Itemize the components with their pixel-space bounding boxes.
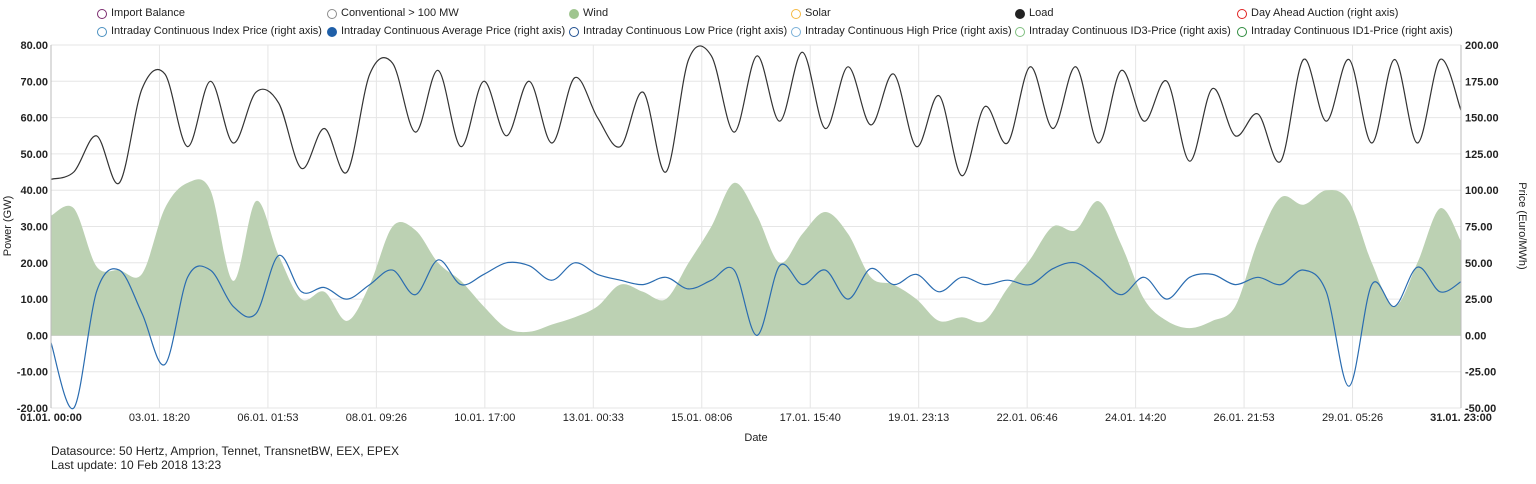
- legend-marker-icon: [327, 8, 337, 19]
- legend-marker-icon: [97, 8, 107, 19]
- legend-marker-icon: [1237, 8, 1247, 19]
- legend-label: Load: [1029, 7, 1054, 19]
- legend-item[interactable]: Intraday Continuous ID3-Price (right axi…: [1015, 25, 1231, 38]
- legend-item[interactable]: Intraday Continuous Index Price (right a…: [97, 25, 322, 38]
- legend-marker-icon: [97, 26, 107, 37]
- legend-marker-icon: [569, 26, 579, 37]
- legend-label: Wind: [583, 7, 609, 19]
- x-tick-label: 10.01. 17:00: [454, 412, 515, 424]
- legend-item[interactable]: Intraday Continuous Average Price (right…: [327, 25, 565, 38]
- legend-marker-icon: [1015, 8, 1025, 19]
- x-tick-label: 17.01. 15:40: [780, 412, 841, 424]
- legend-marker-icon: [327, 26, 337, 37]
- footer: Datasource: 50 Hertz, Amprion, Tennet, T…: [51, 444, 399, 472]
- y-tick-label: 40.00: [20, 185, 48, 197]
- series-intraday-average-price-line: [50, 254, 1462, 410]
- x-tick-label: 03.01. 18:20: [129, 412, 190, 424]
- legend-marker-icon: [569, 8, 579, 19]
- y2-tick-label: 200.00: [1465, 40, 1499, 52]
- x-axis-title: Date: [744, 432, 767, 444]
- y2-axis-title: Price (Euro/MWh): [1516, 182, 1528, 269]
- legend-label: Intraday Continuous High Price (right ax…: [805, 25, 1012, 37]
- axes: 80.00 70.00 60.00 50.00 40.00 30.00 20.00 10.00…: [17, 40, 1499, 424]
- x-tick-label: 24.01. 14:20: [1105, 412, 1166, 424]
- y2-tick-label: 125.00: [1465, 149, 1499, 161]
- y-tick-label: 70.00: [20, 76, 48, 88]
- x-tick-label: 26.01. 21:53: [1213, 412, 1274, 424]
- legend-item[interactable]: Intraday Continuous ID1-Price (right axi…: [1237, 25, 1453, 38]
- legend-item[interactable]: Import Balance: [97, 7, 185, 20]
- y-tick-label: 0.00: [27, 330, 48, 342]
- y-tick-label: 60.00: [20, 113, 48, 125]
- legend-marker-icon: [1015, 26, 1025, 37]
- legend-item[interactable]: Solar: [791, 7, 831, 20]
- x-tick-label: 06.01. 01:53: [237, 412, 298, 424]
- y-tick-label: -10.00: [17, 367, 48, 379]
- legend-item[interactable]: Intraday Continuous Low Price (right axi…: [569, 25, 787, 38]
- y2-tick-label: -25.00: [1465, 367, 1496, 379]
- x-tick-label: 13.01. 00:33: [563, 412, 624, 424]
- y-tick-label: 20.00: [20, 258, 48, 270]
- y2-tick-label: 100.00: [1465, 185, 1499, 197]
- legend-label: Conventional > 100 MW: [341, 7, 459, 19]
- y-tick-label: 10.00: [20, 294, 48, 306]
- y2-tick-label: 175.00: [1465, 76, 1499, 88]
- legend-marker-icon: [791, 26, 801, 37]
- legend-label: Intraday Continuous ID1-Price (right axi…: [1251, 25, 1453, 37]
- y2-tick-label: 0.00: [1465, 330, 1486, 342]
- y-tick-label: 30.00: [20, 222, 48, 234]
- legend-marker-icon: [1237, 26, 1247, 37]
- x-tick-label: 31.01. 23:00: [1430, 412, 1492, 424]
- legend-label: Intraday Continuous Index Price (right a…: [111, 25, 322, 37]
- y2-tick-label: 75.00: [1465, 222, 1493, 234]
- x-tick-label: 08.01. 09:26: [346, 412, 407, 424]
- y2-tick-label: 50.00: [1465, 258, 1493, 270]
- y-tick-label: -20.00: [17, 403, 48, 415]
- series-load-line: [50, 45, 1462, 185]
- x-tick-label: 22.01. 06:46: [997, 412, 1058, 424]
- legend-item[interactable]: Intraday Continuous High Price (right ax…: [791, 25, 1012, 38]
- legend-label: Intraday Continuous ID3-Price (right axi…: [1029, 25, 1231, 37]
- last-update-text: Last update: 10 Feb 2018 13:23: [51, 458, 222, 472]
- legend-label: Intraday Continuous Average Price (right…: [341, 25, 566, 37]
- legend-label: Day Ahead Auction (right axis): [1251, 7, 1399, 19]
- x-tick-label: 01.01. 00:00: [20, 412, 82, 424]
- chart-legend: Import Balance Conventional > 100 MW Wind S…: [0, 0, 1536, 42]
- y2-tick-label: -50.00: [1465, 403, 1496, 415]
- x-tick-label: 15.01. 08:06: [671, 412, 732, 424]
- legend-label: Solar: [805, 7, 831, 19]
- x-tick-label: 19.01. 23:13: [888, 412, 949, 424]
- legend-item[interactable]: Load: [1015, 7, 1053, 20]
- legend-marker-icon: [791, 8, 801, 19]
- legend-label: Intraday Continuous Low Price (right axi…: [583, 25, 788, 37]
- legend-label: Import Balance: [111, 7, 185, 19]
- legend-item[interactable]: Wind: [569, 7, 608, 20]
- series-layer: [50, 45, 1462, 410]
- datasource-text: Datasource: 50 Hertz, Amprion, Tennet, T…: [51, 444, 399, 458]
- y-tick-label: 50.00: [20, 149, 48, 161]
- y2-tick-label: 25.00: [1465, 294, 1493, 306]
- y-tick-label: 80.00: [20, 40, 48, 52]
- y2-tick-label: 150.00: [1465, 113, 1499, 125]
- y-axis-title: Power (GW): [2, 196, 14, 257]
- legend-item[interactable]: Day Ahead Auction (right axis): [1237, 7, 1398, 20]
- x-tick-label: 29.01. 05:26: [1322, 412, 1383, 424]
- series-wind-area: [51, 179, 1461, 336]
- legend-item[interactable]: Conventional > 100 MW: [327, 7, 459, 20]
